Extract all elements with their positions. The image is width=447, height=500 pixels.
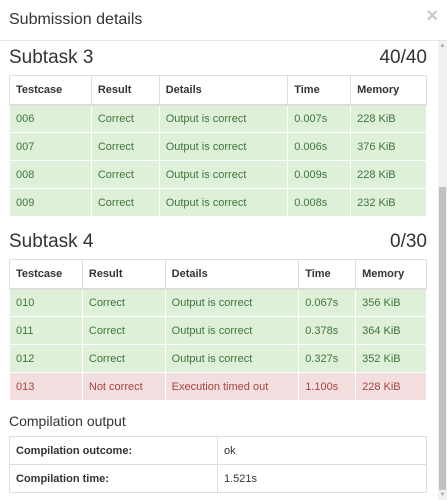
testcase-time: 0.378s xyxy=(298,316,357,345)
column-header-testcase: Testcase xyxy=(9,259,83,290)
testcase-time: 0.067s xyxy=(298,288,357,317)
dialog-header: Submission details × xyxy=(0,0,447,41)
testcase-details: Output is correct xyxy=(158,104,289,133)
dialog-title: Submission details xyxy=(9,11,143,28)
table-row: 009 Correct Output is correct 0.008s 232… xyxy=(9,188,427,217)
subtask-name: Subtask 4 xyxy=(9,231,94,252)
testcase-details: Output is correct xyxy=(164,288,300,317)
testcase-id: 008 xyxy=(9,160,92,189)
close-icon[interactable]: × xyxy=(426,5,438,27)
testcase-result: Correct xyxy=(90,188,160,217)
table-row: Compilation time: 1.521s xyxy=(9,464,427,493)
testcase-result: Correct xyxy=(81,288,166,317)
testcase-details: Output is correct xyxy=(158,132,289,161)
table-header-row: Testcase Result Details Time Memory xyxy=(9,75,427,106)
testcase-memory: 228 KiB xyxy=(355,372,427,401)
testcase-result: Correct xyxy=(81,316,166,345)
subtask-header: Subtask 3 40/40 xyxy=(9,47,427,73)
testcase-memory: 376 KiB xyxy=(350,132,427,161)
scroll-down-arrow-icon[interactable]: ▼ xyxy=(439,492,446,498)
table-header-row: Testcase Result Details Time Memory xyxy=(9,259,427,290)
testcase-time: 0.008s xyxy=(287,188,352,217)
testcase-result: Correct xyxy=(90,132,160,161)
testcase-memory: 228 KiB xyxy=(350,104,427,133)
column-header-result: Result xyxy=(90,75,160,106)
testcase-details: Output is correct xyxy=(158,188,289,217)
column-header-details: Details xyxy=(164,259,300,290)
subtask-score: 40/40 xyxy=(379,47,427,68)
testcase-memory: 232 KiB xyxy=(350,188,427,217)
vertical-scrollbar[interactable]: ▲ ▼ xyxy=(438,41,447,500)
compilation-outcome-label: Compilation outcome: xyxy=(9,436,218,465)
testcase-memory: 228 KiB xyxy=(350,160,427,189)
table-row: 013 Not correct Execution timed out 1.10… xyxy=(9,372,427,401)
testcase-memory: 356 KiB xyxy=(355,288,427,317)
table-row: 011 Correct Output is correct 0.378s 364… xyxy=(9,316,427,345)
column-header-testcase: Testcase xyxy=(9,75,92,106)
table-row: 008 Correct Output is correct 0.009s 228… xyxy=(9,160,427,189)
testcase-id: 007 xyxy=(9,132,92,161)
testcase-table: Testcase Result Details Time Memory 006 … xyxy=(9,75,427,217)
column-header-result: Result xyxy=(81,259,166,290)
compilation-time-label: Compilation time: xyxy=(9,464,218,493)
scrollbar-thumb[interactable] xyxy=(439,187,446,490)
testcase-time: 0.007s xyxy=(287,104,352,133)
subtask-name: Subtask 3 xyxy=(9,47,94,68)
testcase-id: 013 xyxy=(9,372,83,401)
testcase-id: 012 xyxy=(9,344,83,373)
table-row: 012 Correct Output is correct 0.327s 352… xyxy=(9,344,427,373)
testcase-time: 0.006s xyxy=(287,132,352,161)
testcase-result: Correct xyxy=(90,160,160,189)
compilation-output-heading: Compilation output xyxy=(9,413,126,429)
compilation-time-value: 1.521s xyxy=(217,464,427,493)
scroll-up-arrow-icon[interactable]: ▲ xyxy=(439,43,446,49)
testcase-table: Testcase Result Details Time Memory 010 … xyxy=(9,259,427,401)
testcase-memory: 364 KiB xyxy=(355,316,427,345)
testcase-details: Output is correct xyxy=(164,344,300,373)
column-header-time: Time xyxy=(287,75,352,106)
table-row: 006 Correct Output is correct 0.007s 228… xyxy=(9,104,427,133)
testcase-memory: 352 KiB xyxy=(355,344,427,373)
testcase-result: Correct xyxy=(81,344,166,373)
column-header-memory: Memory xyxy=(350,75,427,106)
testcase-id: 009 xyxy=(9,188,92,217)
testcase-id: 006 xyxy=(9,104,92,133)
column-header-time: Time xyxy=(298,259,357,290)
testcase-id: 011 xyxy=(9,316,83,345)
compilation-outcome-value: ok xyxy=(217,436,427,465)
table-row: 010 Correct Output is correct 0.067s 356… xyxy=(9,288,427,317)
compilation-table: Compilation outcome: ok Compilation time… xyxy=(9,436,427,493)
testcase-result: Correct xyxy=(90,104,160,133)
table-row: Compilation outcome: ok xyxy=(9,436,427,465)
subtask-score: 0/30 xyxy=(390,231,427,252)
subtask-header: Subtask 4 0/30 xyxy=(9,231,427,257)
column-header-details: Details xyxy=(158,75,289,106)
column-header-memory: Memory xyxy=(355,259,427,290)
testcase-time: 0.009s xyxy=(287,160,352,189)
dialog-body[interactable]: Subtask 3 40/40 Testcase Result Details … xyxy=(0,41,438,500)
testcase-time: 1.100s xyxy=(298,372,357,401)
testcase-id: 010 xyxy=(9,288,83,317)
testcase-result: Not correct xyxy=(81,372,166,401)
testcase-details: Output is correct xyxy=(158,160,289,189)
testcase-details: Output is correct xyxy=(164,316,300,345)
testcase-details: Execution timed out xyxy=(164,372,300,401)
table-row: 007 Correct Output is correct 0.006s 376… xyxy=(9,132,427,161)
testcase-time: 0.327s xyxy=(298,344,357,373)
